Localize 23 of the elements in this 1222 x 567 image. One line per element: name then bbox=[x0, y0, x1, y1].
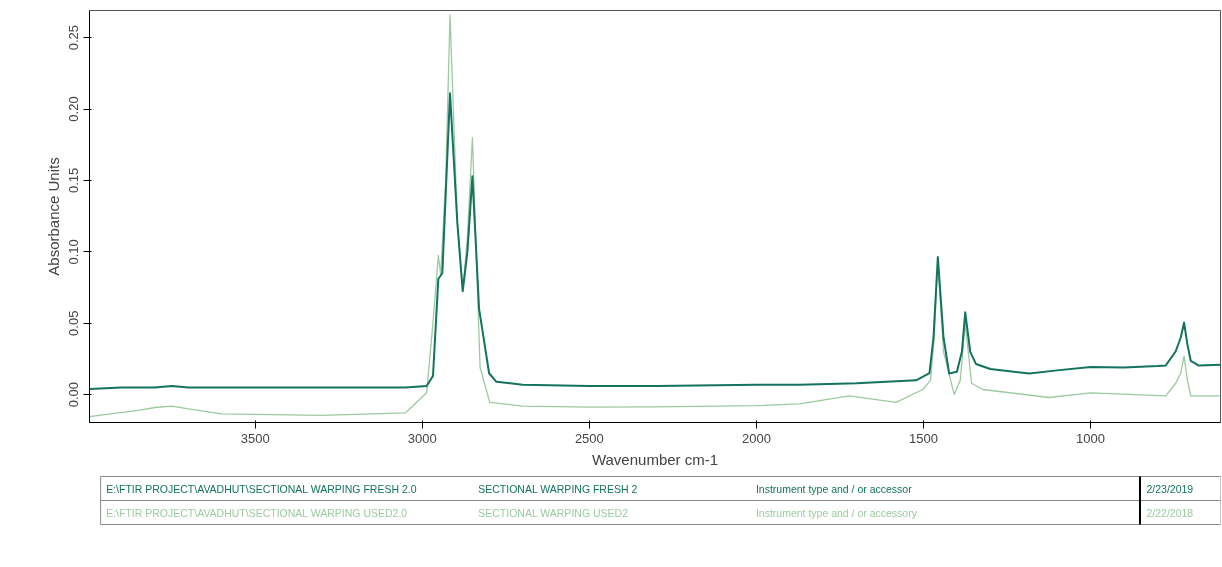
text: 2/22/2018 bbox=[1146, 506, 1194, 519]
text: E:\FTIR PROJECT\AVADHUT\SECTIONAL WARPING FRESH 2.0 bbox=[106, 482, 417, 495]
y-tick-label: 0.10 bbox=[66, 239, 82, 265]
text: 2/23/2019 bbox=[1146, 482, 1194, 495]
x-axis-title: Wavenumber cm-1 bbox=[591, 450, 719, 468]
text: SECTIONAL WARPING USED2 bbox=[478, 506, 629, 519]
x-tick-label: 1000 bbox=[1076, 430, 1105, 446]
text: Instrument type and / or accessory bbox=[755, 506, 918, 519]
x-tick-label: 1500 bbox=[909, 430, 938, 446]
line-series bbox=[89, 92, 1221, 390]
y-tick-label: 0.15 bbox=[66, 167, 82, 194]
text: Instrument type and / or accessor bbox=[755, 482, 913, 495]
y-tick-label: 0.25 bbox=[66, 24, 82, 51]
y-tick-label: 0.20 bbox=[66, 96, 82, 122]
y-tick-label: 0.00 bbox=[66, 381, 82, 408]
text: E:\FTIR PROJECT\AVADHUT\SECTIONAL WARPING USED2.0 bbox=[106, 506, 408, 519]
y-tick-label: 0.05 bbox=[66, 310, 82, 336]
x-tick-label: 2000 bbox=[741, 430, 771, 446]
x-tick-label: 2500 bbox=[574, 430, 604, 446]
x-tick-label: 3000 bbox=[407, 430, 437, 446]
text: SECTIONAL WARPING FRESH 2 bbox=[478, 482, 638, 495]
y-axis-title: Absorbance Units bbox=[44, 157, 62, 276]
x-tick-label: 3500 bbox=[240, 430, 270, 446]
